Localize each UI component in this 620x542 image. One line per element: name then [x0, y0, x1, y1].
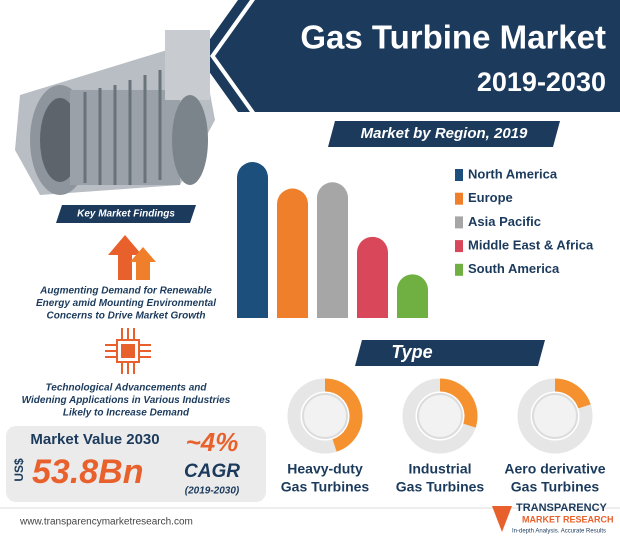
value-box: [6, 426, 266, 502]
legend-swatch: [455, 263, 463, 276]
bar: [277, 188, 308, 318]
type-label: Heavy-duty: [287, 461, 363, 477]
currency: US$: [12, 458, 26, 482]
type-tab: [355, 340, 545, 366]
legend-label: Asia Pacific: [468, 214, 541, 229]
legend-swatch: [455, 216, 463, 229]
region-tab: [328, 121, 560, 147]
value-title: Market Value 2030: [30, 431, 159, 448]
legend-swatch: [455, 169, 463, 181]
finding-text: Concerns to Drive Market Growth: [47, 311, 206, 322]
cagr-value: ~4%: [186, 427, 239, 457]
market-value: 53.8Bn: [32, 453, 144, 491]
chip-icon: [105, 328, 151, 374]
logo-tagline: In-depth Analysis. Accurate Results: [512, 529, 606, 535]
finding-text: Technological Advancements and: [46, 383, 208, 394]
type-label: Gas Turbines: [396, 479, 485, 495]
bar: [317, 182, 348, 318]
logo-sub: MARKET RESEARCH: [522, 514, 614, 524]
legend-label: South America: [468, 261, 560, 276]
bar: [357, 236, 388, 318]
finding-text: Likely to Increase Demand: [63, 408, 190, 419]
logo-name: TRANSPARENCY: [516, 502, 608, 514]
cagr-period: (2019-2030): [185, 486, 240, 497]
logo-icon: [492, 506, 512, 532]
footer-url: www.transparencymarketresearch.com: [19, 517, 193, 528]
turbine-image: [15, 30, 215, 195]
legend-label: North America: [468, 166, 558, 181]
legend-label: Europe: [468, 190, 513, 205]
donut-center: [417, 393, 463, 439]
legend-swatch: [455, 240, 463, 253]
donut-segment: [439, 378, 478, 428]
legend-swatch: [455, 192, 463, 205]
type-label: Industrial: [408, 461, 471, 477]
header-banner: [215, 0, 620, 112]
findings-tab: [56, 205, 196, 223]
region-title: Market by Region, 2019: [361, 125, 528, 142]
donut-segment: [554, 378, 591, 409]
type-label: Gas Turbines: [511, 479, 600, 495]
legend-label: Middle East & Africa: [468, 238, 594, 253]
type-title: Type: [391, 342, 432, 362]
title: Gas Turbine Market: [300, 19, 606, 56]
donut-center: [302, 393, 348, 439]
bar: [237, 162, 268, 318]
finding-text: Widening Applications in Various Industr…: [22, 395, 231, 406]
period: 2019-2030: [477, 67, 606, 97]
findings-title: Key Market Findings: [77, 209, 175, 220]
donut-center: [532, 393, 578, 439]
cagr-label: CAGR: [184, 461, 240, 482]
bar: [397, 274, 428, 318]
finding-text: Augmenting Demand for Renewable: [39, 286, 212, 297]
growth-icon: [108, 235, 156, 280]
type-label: Gas Turbines: [281, 479, 370, 495]
donut-segment: [324, 378, 363, 452]
type-label: Aero derivative: [504, 461, 605, 477]
finding-text: Energy amid Mounting Environmental: [36, 298, 216, 309]
